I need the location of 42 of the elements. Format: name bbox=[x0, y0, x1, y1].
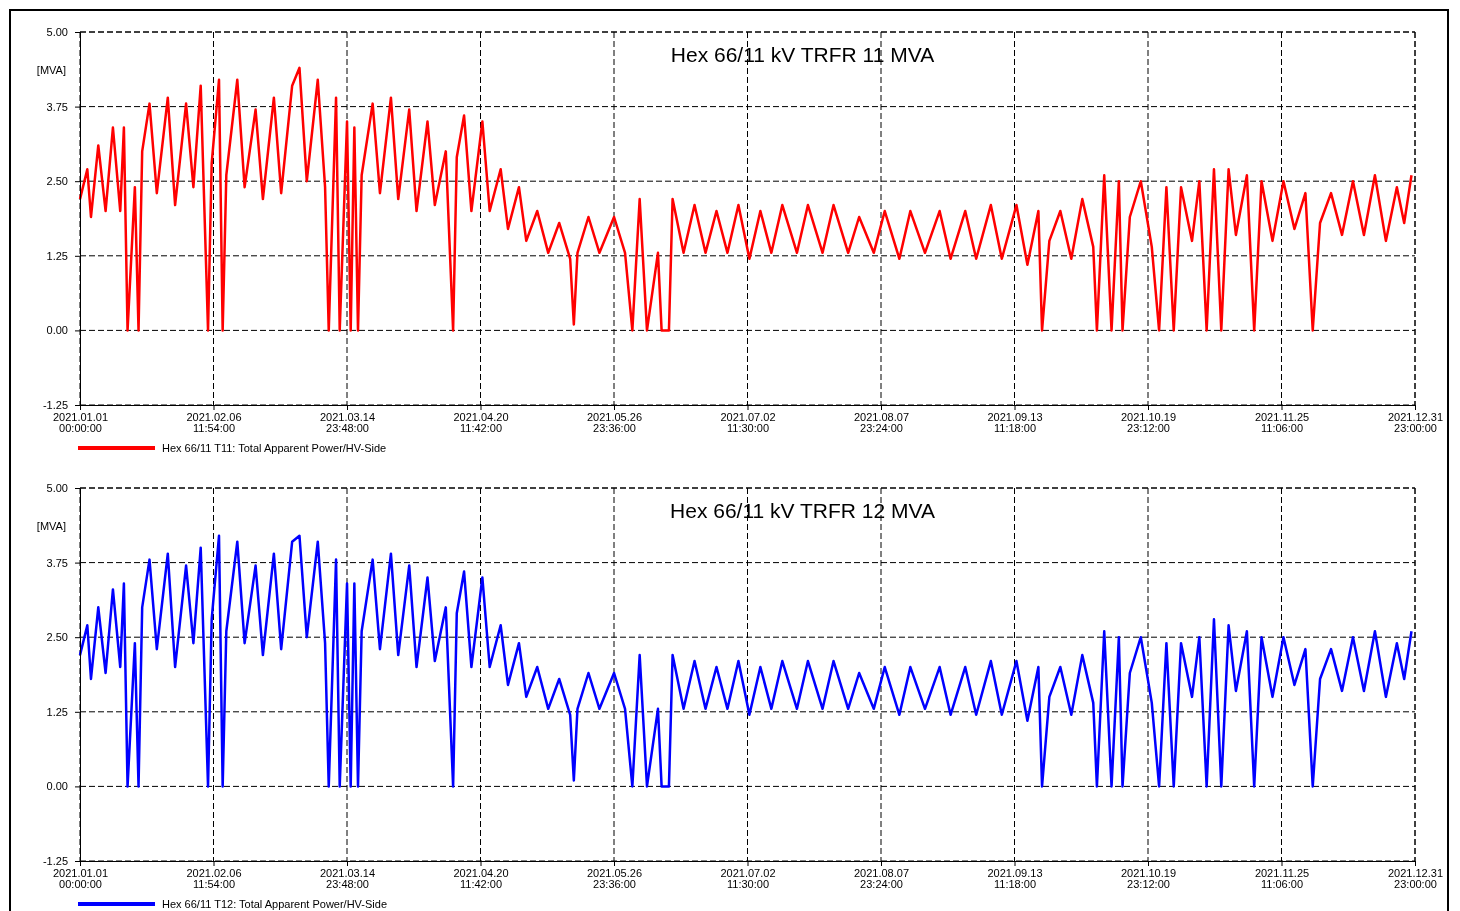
y-tick-label: -1.25 bbox=[42, 399, 68, 412]
y-axis-title: [MVA] bbox=[36, 520, 66, 532]
x-tick-label: 2021.04.20 11:42:00 bbox=[453, 411, 509, 434]
x-tick-label: 2021.01.01 00:00:00 bbox=[52, 411, 109, 434]
x-tick-label: 2021.07.02 11:30:00 bbox=[720, 411, 776, 434]
x-tick-label: 2021.12.31 23:00:00 bbox=[1387, 867, 1444, 890]
x-tick-label: 2021.03.14 23:48:00 bbox=[319, 867, 376, 890]
x-tick-label: 2021.02.06 11:54:00 bbox=[186, 867, 242, 890]
x-tick-label: 2021.12.31 23:00:00 bbox=[1387, 411, 1444, 434]
text: Hex 66/11 T11: Total Apparent Power/HV-Side bbox=[162, 442, 387, 454]
y-tick-label: 2.50 bbox=[46, 175, 68, 188]
x-tick-label: 2021.11.25 11:06:00 bbox=[1254, 867, 1310, 890]
x-tick-label: 2021.10.19 23:12:00 bbox=[1120, 411, 1177, 434]
x-tick-label: 2021.09.13 11:18:00 bbox=[987, 867, 1043, 890]
x-tick-label: 2021.07.02 11:30:00 bbox=[720, 867, 776, 890]
y-tick-label: 1.25 bbox=[46, 249, 68, 262]
y-tick-label: 0.00 bbox=[46, 780, 68, 793]
y-axis-title: [MVA] bbox=[36, 64, 66, 76]
x-tick-label: 2021.02.06 11:54:00 bbox=[186, 411, 242, 434]
y-tick-label: -1.25 bbox=[42, 855, 68, 868]
x-tick-label: 2021.05.26 23:36:00 bbox=[586, 411, 643, 434]
x-tick-label: 2021.08.07 23:24:00 bbox=[853, 867, 910, 890]
line-series bbox=[78, 66, 1413, 332]
y-tick-label: 0.00 bbox=[46, 324, 68, 337]
x-tick-label: 2021.05.26 23:36:00 bbox=[586, 867, 643, 890]
x-tick-label: 2021.01.01 00:00:00 bbox=[52, 867, 109, 890]
y-tick-label: 3.75 bbox=[46, 100, 68, 113]
x-tick-label: 2021.10.19 23:12:00 bbox=[1120, 867, 1177, 890]
y-tick-label: 2.50 bbox=[46, 631, 68, 644]
x-tick-label: 2021.04.20 11:42:00 bbox=[453, 867, 509, 890]
x-tick-label: 2021.11.25 11:06:00 bbox=[1254, 411, 1310, 434]
text: Hex 66/11 kV TRFR 11 MVA bbox=[670, 43, 935, 66]
x-tick-label: 2021.08.07 23:24:00 bbox=[853, 411, 910, 434]
text: Hex 66/11 T12: Total Apparent Power/HV-Side bbox=[162, 898, 388, 910]
y-tick-label: 3.75 bbox=[46, 556, 68, 569]
text: Hex 66/11 kV TRFR 12 MVA bbox=[670, 499, 935, 522]
x-tick-label: 2021.09.13 11:18:00 bbox=[987, 411, 1043, 434]
y-tick-label: 5.00 bbox=[46, 26, 68, 39]
line-series bbox=[78, 534, 1413, 788]
x-tick-label: 2021.03.14 23:48:00 bbox=[319, 411, 376, 434]
y-tick-label: 1.25 bbox=[46, 705, 68, 718]
y-tick-label: 5.00 bbox=[46, 482, 68, 495]
